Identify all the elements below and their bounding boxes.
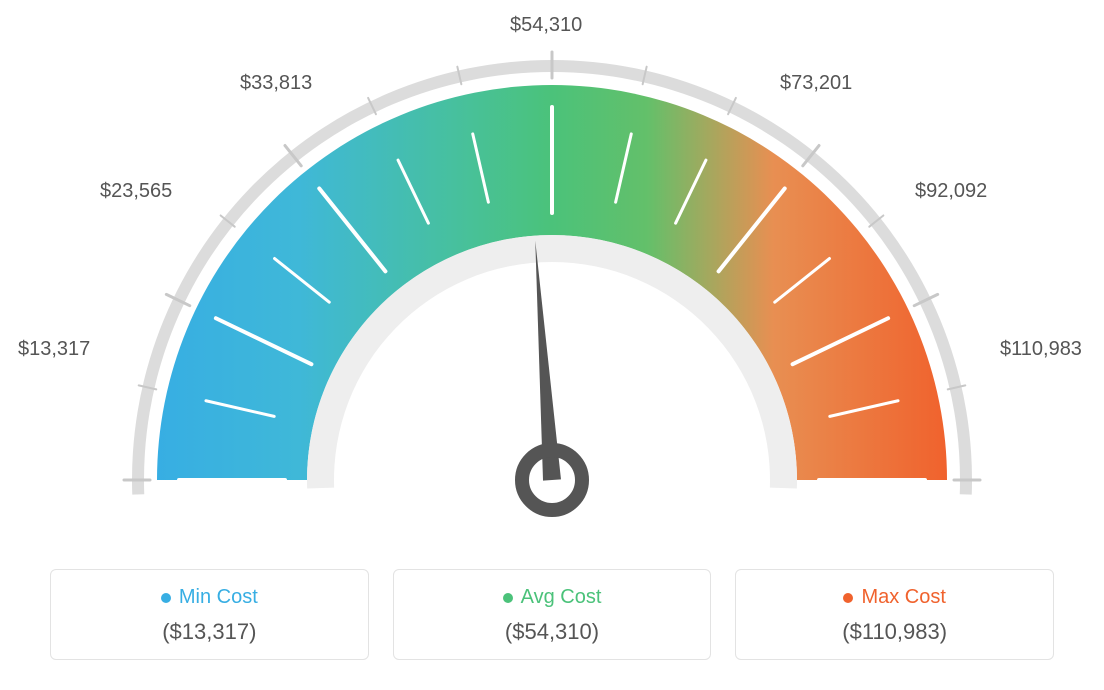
legend-label-max: Max Cost: [861, 586, 945, 609]
dot-icon: [161, 593, 171, 603]
gauge-tick-label: $92,092: [915, 180, 987, 203]
cost-gauge-infographic: $13,317 $23,565 $33,813 $54,310 $73,201 $92,0…: [0, 0, 1104, 690]
gauge-tick-label: $13,317: [18, 338, 90, 361]
legend-card-max: Max Cost ($110,983): [735, 569, 1054, 660]
gauge-svg: [0, 0, 1104, 540]
legend-title-min: Min Cost: [161, 586, 258, 609]
legend-value-min: ($13,317): [61, 619, 358, 645]
legend-value-avg: ($54,310): [404, 619, 701, 645]
gauge-tick-label: $110,983: [1000, 338, 1082, 361]
legend-value-max: ($110,983): [746, 619, 1043, 645]
gauge-area: $13,317 $23,565 $33,813 $54,310 $73,201 $92,0…: [0, 0, 1104, 540]
legend-card-min: Min Cost ($13,317): [50, 569, 369, 660]
gauge-tick-label: $54,310: [510, 14, 582, 37]
gauge-tick-label: $23,565: [100, 180, 172, 203]
legend-title-max: Max Cost: [843, 586, 945, 609]
gauge-tick-label: $73,201: [780, 72, 852, 95]
legend-label-min: Min Cost: [179, 586, 258, 609]
gauge-tick-label: $33,813: [240, 72, 312, 95]
dot-icon: [843, 593, 853, 603]
legend-card-avg: Avg Cost ($54,310): [393, 569, 712, 660]
legend-label-avg: Avg Cost: [521, 586, 602, 609]
dot-icon: [503, 593, 513, 603]
legend-title-avg: Avg Cost: [503, 586, 602, 609]
legend-row: Min Cost ($13,317) Avg Cost ($54,310) Ma…: [50, 569, 1054, 660]
